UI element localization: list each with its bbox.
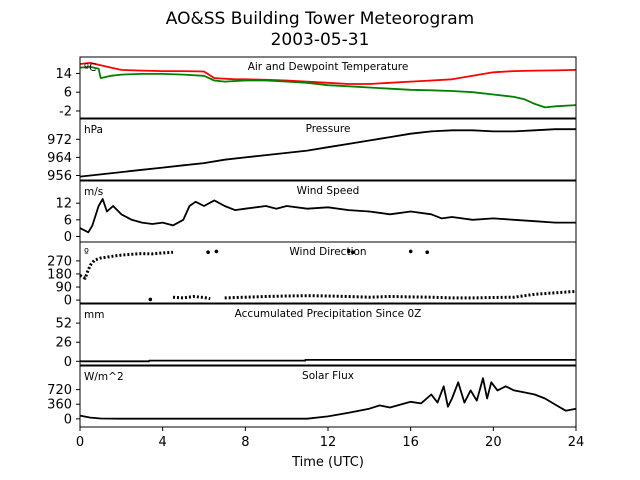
panel-unit: W/m^2: [84, 371, 124, 383]
y-tick-label: 14: [55, 67, 72, 82]
y-tick-label: 90: [55, 281, 72, 296]
x-tick-label: 0: [76, 435, 84, 450]
panel-2: 0 612 m/s Wind Speed: [55, 180, 577, 245]
series-line-4-0-0: [80, 359, 576, 363]
panel-frame: [79, 303, 577, 366]
y-tick-label: 956: [47, 169, 72, 184]
panel-frame: [79, 118, 577, 181]
data-point-3-3: [346, 249, 351, 254]
panel-title: Solar Flux: [302, 370, 354, 382]
y-tick-label: 972: [47, 133, 72, 148]
panels: -2 6 14 ºC Air and Dewpoint Temperature 956 96…: [47, 56, 577, 428]
x-tick-label: 8: [241, 435, 249, 450]
x-axis-label: Time (UTC): [291, 455, 364, 470]
y-tick-label: 270: [47, 254, 72, 269]
y-tick-label: 0: [64, 355, 72, 370]
panel-frame: [79, 56, 577, 119]
x-tick-label: 12: [320, 435, 337, 450]
y-tick-label: 0: [64, 294, 72, 309]
y-tick-label: 964: [47, 151, 72, 166]
series-line-1-0-0: [79, 128, 576, 178]
panel-title: Wind Speed: [297, 185, 360, 197]
panel-frame: [79, 241, 577, 304]
panel-title: Air and Dewpoint Temperature: [248, 61, 409, 73]
panel-unit: º: [84, 247, 89, 259]
figure-title: AO&SS Building Tower Meteorogram: [166, 9, 474, 29]
y-tick-label: 180: [47, 267, 72, 282]
y-tick-label: 6: [64, 213, 72, 228]
data-point-3-6: [425, 250, 430, 254]
panel-unit: hPa: [84, 124, 103, 136]
series-line-3-0-0: [79, 250, 174, 280]
x-tick-label: 16: [402, 435, 419, 450]
series-line-3-0-1: [172, 295, 211, 301]
data-point-3-1: [206, 250, 210, 254]
panel-title: Accumulated Precipitation Since 0Z: [235, 308, 422, 320]
x-tick-label: 24: [568, 435, 585, 450]
data-point-3-0: [148, 297, 153, 302]
y-tick-label: 0: [64, 230, 72, 245]
y-tick-label: 52: [55, 317, 72, 332]
y-tick-label: 360: [47, 398, 72, 413]
data-point-3-4: [351, 250, 355, 254]
y-tick-label: -2: [59, 104, 72, 119]
data-point-3-2: [214, 249, 219, 254]
x-tick-label: 4: [159, 435, 167, 450]
x-axis: 0 4 8 12 16 20 24: [76, 427, 584, 450]
y-tick-label: 26: [55, 336, 72, 351]
series-line-3-0-2: [224, 289, 577, 300]
series-line-2-0-0: [79, 198, 576, 234]
panel-unit: ºC: [84, 62, 96, 74]
data-point-3-5: [408, 249, 413, 254]
panel-title: Wind Direction: [289, 246, 366, 258]
y-tick-label: 12: [55, 197, 72, 212]
x-tick-label: 20: [485, 435, 502, 450]
y-tick-label: 0: [64, 412, 72, 427]
series-line-0-1-0: [79, 66, 577, 109]
figure-date: 2003-05-31: [271, 30, 370, 50]
panel-0: -2 6 14 ºC Air and Dewpoint Temperature: [55, 56, 577, 119]
panel-title: Pressure: [306, 123, 351, 135]
series-line-0-0-0: [79, 62, 577, 85]
panel-unit: m/s: [84, 186, 103, 198]
panel-1: 956 964 972 hPa Pressure: [47, 118, 577, 184]
y-tick-label: 720: [47, 383, 72, 398]
panel-4: 0 26 52 mm Accumulated Precipitation Since 0…: [55, 303, 577, 370]
series-line-5-0-0: [79, 377, 577, 420]
panel-unit: mm: [84, 309, 104, 321]
y-tick-label: 6: [64, 86, 72, 101]
